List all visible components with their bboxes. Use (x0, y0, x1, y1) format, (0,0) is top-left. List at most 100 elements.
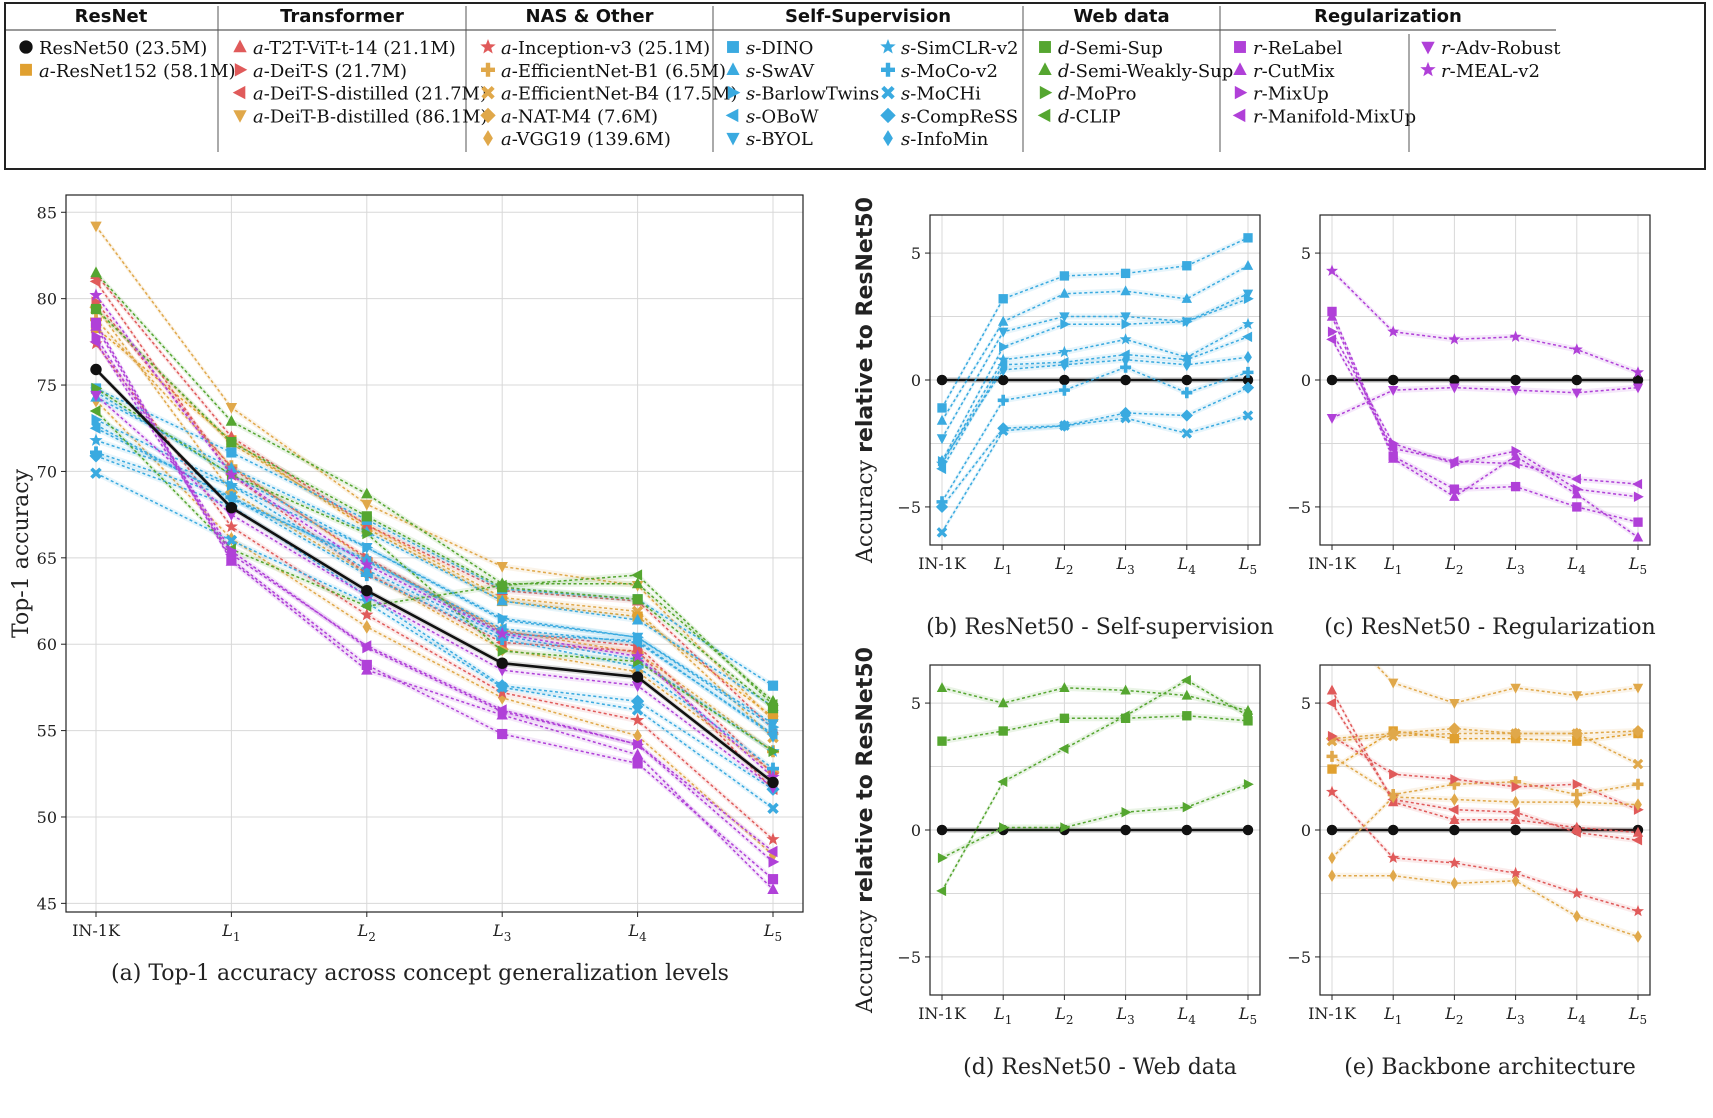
data-point-triangle-down (1059, 312, 1070, 323)
x-tick-label: L1 (993, 1004, 1012, 1027)
data-point-square (1243, 716, 1253, 726)
data-point-square (632, 594, 643, 605)
data-point-triangle-down (361, 499, 373, 511)
series-line (95, 327, 774, 718)
series-band (1332, 788, 1638, 915)
series-line (95, 439, 774, 752)
data-point-square (1449, 484, 1460, 494)
series-line (941, 414, 1249, 533)
data-point-circle (1059, 374, 1070, 386)
data-point-square (90, 303, 102, 315)
series-band (942, 712, 1248, 745)
legend-marker-thin-diamond (483, 130, 493, 147)
data-point-triangle-right (768, 856, 780, 868)
series-line (95, 387, 774, 752)
series-band (1332, 336, 1638, 488)
series-line (95, 308, 774, 739)
legend-entry-label: r-Adv-Robust (1441, 38, 1561, 59)
data-point-triangle-down (1326, 414, 1338, 424)
chart-panel-e: −5 0 5 IN-1K L1 L2 L3 L4 L5 (e) Backbone architec… (1287, 664, 1651, 1080)
data-point-plus (1181, 387, 1193, 399)
data-point-star (1058, 345, 1071, 358)
y-axis-label: Accuracy relative to ResNet50 (853, 197, 878, 564)
legend-marker-triangle-right (727, 85, 741, 100)
data-point-triangle-down (1571, 691, 1582, 702)
x-tick-label: L1 (1383, 554, 1402, 577)
data-point-triangle-up (1510, 450, 1521, 461)
data-point-thin-diamond (1573, 910, 1581, 923)
series-band (942, 412, 1248, 536)
data-point-thin-diamond (1328, 851, 1336, 865)
data-point-thin-diamond (1244, 350, 1252, 364)
legend-entry-label: a-ResNet152 (58.1M) (39, 61, 236, 82)
data-point-triangle-left (1326, 697, 1337, 709)
series-band (1332, 384, 1638, 422)
data-point-diamond (1448, 722, 1461, 735)
data-point-x (631, 704, 644, 716)
data-point-square (1182, 261, 1192, 271)
x-tick-label: L1 (221, 921, 240, 944)
legend-entry-label: d-MoPro (1058, 84, 1136, 105)
series-line (95, 455, 774, 790)
legend-entry-label: s-OBoW (746, 106, 819, 127)
data-point-triangle-down (1242, 289, 1254, 300)
data-point-triangle-up (998, 315, 1009, 326)
data-point-x (225, 534, 238, 547)
series-band (942, 677, 1248, 894)
data-point-triangle-right (999, 822, 1009, 833)
data-point-star (495, 626, 509, 640)
y-tick-label: 5 (1301, 244, 1311, 263)
data-point-triangle-down (1510, 683, 1521, 694)
y-tick-label: −5 (897, 948, 921, 967)
data-point-circle (1242, 374, 1254, 386)
legend-marker-star (880, 39, 896, 54)
legend-marker-triangle-up (1233, 62, 1247, 75)
x-tick-label: IN-1K (918, 1004, 967, 1023)
data-point-circle (361, 584, 373, 597)
legend-marker-triangle-up (233, 39, 247, 53)
data-point-triangle-up (631, 748, 644, 760)
data-point-triangle-left (631, 738, 643, 751)
data-point-star (1387, 851, 1400, 863)
data-point-thin-diamond (633, 728, 642, 743)
data-point-square (1572, 502, 1582, 512)
data-point-triangle-left (1058, 743, 1069, 754)
data-point-triangle-up (1449, 814, 1460, 824)
data-point-triangle-right (1633, 491, 1644, 502)
data-point-square (1327, 764, 1337, 774)
data-point-circle (1632, 374, 1644, 386)
x-tick-label: L4 (1567, 554, 1587, 577)
data-point-triangle-left (495, 704, 507, 716)
legend-marker-triangle-left (1037, 108, 1051, 123)
data-point-triangle-up (496, 594, 508, 606)
x-tick-label: IN-1K (1308, 554, 1357, 573)
y-tick-label: 85 (37, 203, 57, 222)
y-tick-label: 65 (37, 549, 57, 568)
data-point-triangle-left (1509, 458, 1520, 469)
data-point-star (360, 557, 374, 571)
series-line (95, 294, 774, 778)
legend-marker-triangle-down (233, 110, 247, 123)
y-tick-label: 0 (911, 821, 921, 840)
data-point-thin-diamond (1389, 869, 1397, 882)
data-point-triangle-right (1121, 807, 1132, 818)
chart-panel-b: −5 0 5 IN-1K L1 L2 L3 L4 L5 Accuracy relative to … (853, 197, 1274, 640)
legend-group-header: Web data (1073, 6, 1169, 27)
series-band (942, 321, 1248, 467)
data-point-triangle-up (767, 883, 779, 894)
data-point-circle (1326, 824, 1338, 836)
y-tick-label: 80 (37, 290, 57, 309)
data-point-square (497, 728, 508, 740)
data-point-square (767, 703, 779, 714)
data-point-star (631, 649, 645, 662)
data-point-triangle-left (631, 645, 643, 657)
data-point-triangle-right (1327, 730, 1338, 742)
legend-marker-thin-diamond (883, 130, 893, 147)
legend-entry-label: s-SwAV (746, 61, 815, 82)
data-point-circle (1510, 374, 1521, 386)
x-tick-label: L3 (492, 921, 511, 944)
data-point-triangle-right (1243, 293, 1254, 304)
series-line (1331, 316, 1639, 539)
data-point-triangle-left (631, 569, 643, 581)
x-tick-label: L2 (1444, 1004, 1463, 1027)
